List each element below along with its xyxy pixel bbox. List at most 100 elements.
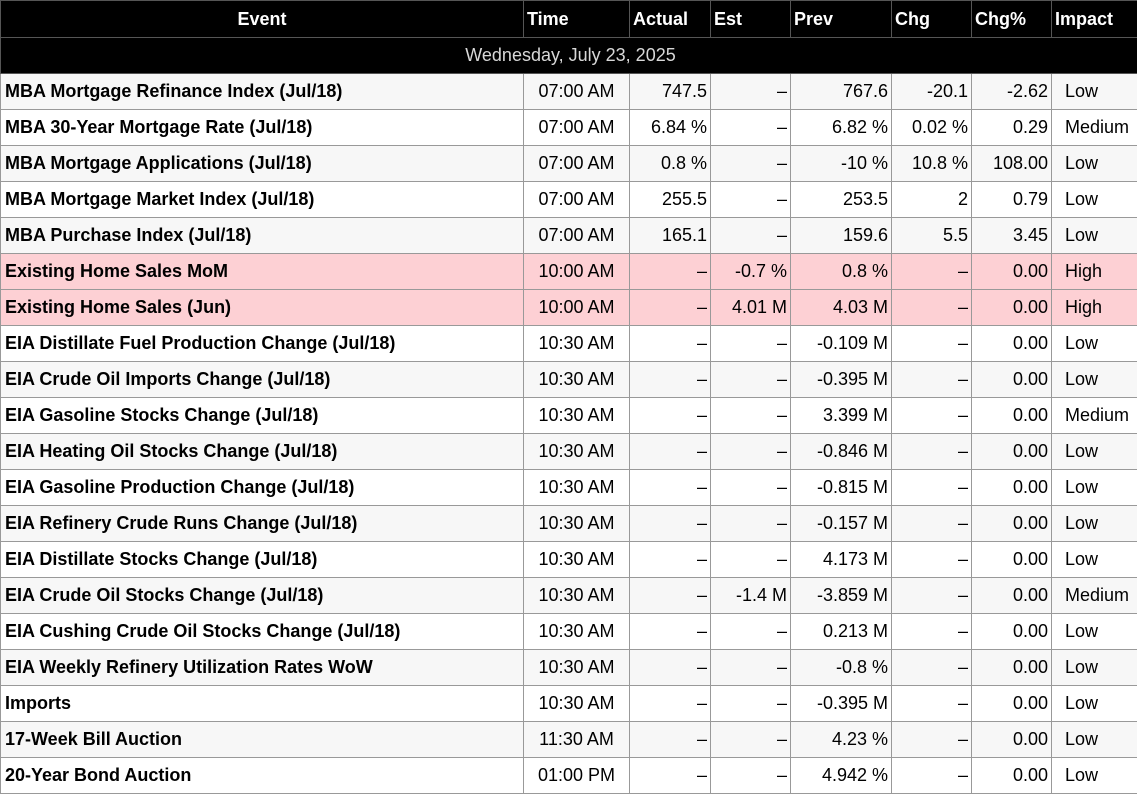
impact-cell: Low xyxy=(1051,217,1137,254)
column-header-chg[interactable]: Chg xyxy=(891,0,972,38)
actual-cell: – xyxy=(629,613,711,650)
column-header-est[interactable]: Est xyxy=(710,0,791,38)
column-header-prev[interactable]: Prev xyxy=(790,0,892,38)
column-header-chg-pct[interactable]: Chg% xyxy=(971,0,1052,38)
time-cell: 07:00 AM xyxy=(523,145,630,182)
table-row[interactable]: Existing Home Sales (Jun) 10:00 AM –4.01 M… xyxy=(0,289,1137,326)
table-row[interactable]: MBA Mortgage Applications (Jul/18) 07:00 … xyxy=(0,145,1137,182)
table-row[interactable]: 20-Year Bond Auction 01:00 PM – –4.942 % –0.… xyxy=(0,757,1137,794)
est-cell: – xyxy=(710,613,791,650)
event-cell[interactable]: MBA Purchase Index (Jul/18) xyxy=(0,217,524,254)
table-row[interactable]: EIA Crude Oil Imports Change (Jul/18) 10:… xyxy=(0,361,1137,398)
chg-pct-cell: 0.00 xyxy=(971,649,1052,686)
column-header-impact[interactable]: Impact xyxy=(1051,0,1137,38)
event-cell[interactable]: EIA Cushing Crude Oil Stocks Change (Jul… xyxy=(0,613,524,650)
table-row[interactable]: EIA Crude Oil Stocks Change (Jul/18) 10:3… xyxy=(0,577,1137,614)
prev-cell: -3.859 M xyxy=(790,577,892,614)
table-row[interactable]: EIA Distillate Stocks Change (Jul/18) 10:… xyxy=(0,541,1137,578)
est-cell: – xyxy=(710,109,791,146)
table-row[interactable]: EIA Heating Oil Stocks Change (Jul/18) 10… xyxy=(0,433,1137,470)
event-cell[interactable]: MBA Mortgage Refinance Index (Jul/18) xyxy=(0,73,524,110)
event-cell[interactable]: EIA Distillate Stocks Change (Jul/18) xyxy=(0,541,524,578)
event-cell[interactable]: EIA Refinery Crude Runs Change (Jul/18) xyxy=(0,505,524,542)
chg-cell: – xyxy=(891,541,972,578)
table-row[interactable]: MBA Purchase Index (Jul/18) 07:00 AM 165.1… xyxy=(0,217,1137,254)
table-row[interactable]: 17-Week Bill Auction 11:30 AM – –4.23 % –0.0… xyxy=(0,721,1137,758)
prev-cell: 159.6 xyxy=(790,217,892,254)
table-row[interactable]: EIA Gasoline Stocks Change (Jul/18) 10:30… xyxy=(0,397,1137,434)
prev-cell: 0.8 % xyxy=(790,253,892,290)
impact-cell: Low xyxy=(1051,73,1137,110)
time-cell: 10:00 AM xyxy=(523,289,630,326)
event-cell[interactable]: Existing Home Sales (Jun) xyxy=(0,289,524,326)
impact-cell: Low xyxy=(1051,649,1137,686)
chg-pct-cell: 0.00 xyxy=(971,325,1052,362)
actual-cell: – xyxy=(629,469,711,506)
event-cell[interactable]: MBA Mortgage Applications (Jul/18) xyxy=(0,145,524,182)
event-cell[interactable]: Imports xyxy=(0,685,524,722)
event-cell[interactable]: 17-Week Bill Auction xyxy=(0,721,524,758)
impact-cell: Low xyxy=(1051,145,1137,182)
event-cell[interactable]: MBA 30-Year Mortgage Rate (Jul/18) xyxy=(0,109,524,146)
event-cell[interactable]: 20-Year Bond Auction xyxy=(0,757,524,794)
time-cell: 07:00 AM xyxy=(523,73,630,110)
prev-cell: 3.399 M xyxy=(790,397,892,434)
event-cell[interactable]: EIA Gasoline Stocks Change (Jul/18) xyxy=(0,397,524,434)
event-cell[interactable]: EIA Gasoline Production Change (Jul/18) xyxy=(0,469,524,506)
event-cell[interactable]: Existing Home Sales MoM xyxy=(0,253,524,290)
table-row[interactable]: EIA Refinery Crude Runs Change (Jul/18) 1… xyxy=(0,505,1137,542)
table-row[interactable]: EIA Distillate Fuel Production Change (J… xyxy=(0,325,1137,362)
prev-cell: 0.213 M xyxy=(790,613,892,650)
chg-pct-cell: 3.45 xyxy=(971,217,1052,254)
table-row[interactable]: Imports 10:30 AM – – -0.395 M –0.00 Low xyxy=(0,685,1137,722)
impact-cell: Medium xyxy=(1051,577,1137,614)
table-row[interactable]: EIA Weekly Refinery Utilization Rates Wo… xyxy=(0,649,1137,686)
impact-label: Low xyxy=(1065,81,1099,101)
chg-pct-cell: 0.00 xyxy=(971,289,1052,326)
impact-label: Low xyxy=(1065,441,1099,461)
table-row[interactable]: EIA Gasoline Production Change (Jul/18) 1… xyxy=(0,469,1137,506)
chg-pct-cell: 0.29 xyxy=(971,109,1052,146)
chg-pct-cell: 0.00 xyxy=(971,397,1052,434)
time-cell: 10:30 AM xyxy=(523,577,630,614)
prev-cell: -0.157 M xyxy=(790,505,892,542)
chg-cell: – xyxy=(891,361,972,398)
impact-label: Low xyxy=(1065,513,1099,533)
time-cell: 07:00 AM xyxy=(523,181,630,218)
impact-cell: Low xyxy=(1051,757,1137,794)
event-cell[interactable]: MBA Mortgage Market Index (Jul/18) xyxy=(0,181,524,218)
time-cell: 10:30 AM xyxy=(523,397,630,434)
table-row[interactable]: MBA 30-Year Mortgage Rate (Jul/18) 07:00 … xyxy=(0,109,1137,146)
actual-cell: – xyxy=(629,253,711,290)
impact-cell: Low xyxy=(1051,181,1137,218)
time-cell: 10:30 AM xyxy=(523,361,630,398)
impact-label: Low xyxy=(1065,189,1099,209)
chg-pct-cell: 108.00 xyxy=(971,145,1052,182)
event-cell[interactable]: EIA Crude Oil Imports Change (Jul/18) xyxy=(0,361,524,398)
table-row[interactable]: MBA Mortgage Market Index (Jul/18) 07:00 … xyxy=(0,181,1137,218)
actual-cell: – xyxy=(629,397,711,434)
table-row[interactable]: Existing Home Sales MoM 10:00 AM – -0.7 % 0.… xyxy=(0,253,1137,290)
chg-pct-cell: 0.00 xyxy=(971,721,1052,758)
event-cell[interactable]: EIA Distillate Fuel Production Change (J… xyxy=(0,325,524,362)
chg-cell: – xyxy=(891,325,972,362)
impact-label: Medium xyxy=(1065,585,1130,605)
column-header-time[interactable]: Time xyxy=(523,0,630,38)
event-cell[interactable]: EIA Weekly Refinery Utilization Rates Wo… xyxy=(0,649,524,686)
time-cell: 01:00 PM xyxy=(523,757,630,794)
event-cell[interactable]: EIA Heating Oil Stocks Change (Jul/18) xyxy=(0,433,524,470)
chg-cell: – xyxy=(891,613,972,650)
chg-cell: – xyxy=(891,577,972,614)
est-cell: – xyxy=(710,541,791,578)
impact-label: Low xyxy=(1065,477,1099,497)
actual-cell: 165.1 xyxy=(629,217,711,254)
event-cell[interactable]: EIA Crude Oil Stocks Change (Jul/18) xyxy=(0,577,524,614)
prev-cell: -0.395 M xyxy=(790,361,892,398)
table-row[interactable]: MBA Mortgage Refinance Index (Jul/18) 07:… xyxy=(0,73,1137,110)
column-header-event[interactable]: Event xyxy=(0,0,524,38)
table-row[interactable]: EIA Cushing Crude Oil Stocks Change (Jul… xyxy=(0,613,1137,650)
est-cell: – xyxy=(710,73,791,110)
chg-cell: 0.02 % xyxy=(891,109,972,146)
column-header-actual[interactable]: Actual xyxy=(629,0,711,38)
prev-cell: 6.82 % xyxy=(790,109,892,146)
